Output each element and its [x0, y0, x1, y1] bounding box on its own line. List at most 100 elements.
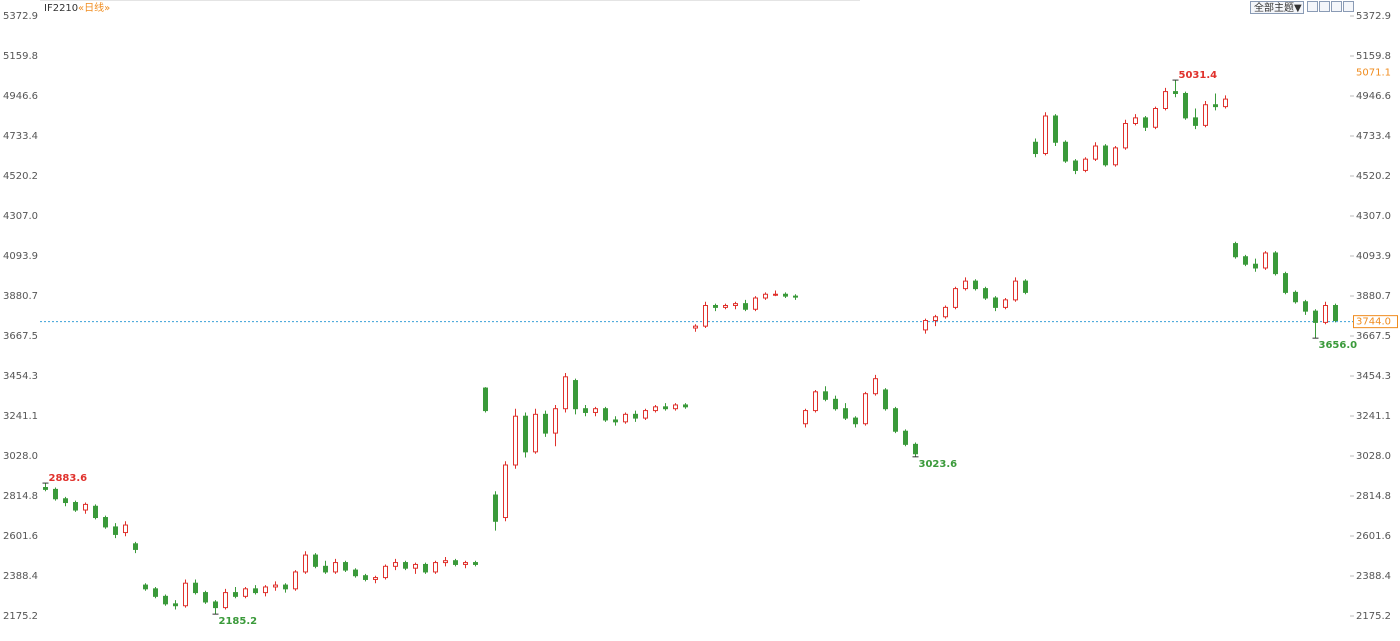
candle-body	[1063, 141, 1068, 162]
last-price-label: 3744.0	[1356, 317, 1391, 328]
candle-body	[363, 575, 368, 580]
candle-body	[1173, 91, 1178, 94]
candle-body	[983, 288, 988, 299]
candle-body	[1103, 145, 1108, 166]
y-tick-label: 3880.7	[3, 291, 38, 302]
candle-body	[623, 413, 628, 423]
tool-button[interactable]	[1307, 1, 1318, 12]
tool-button[interactable]	[1343, 1, 1354, 12]
candle-body	[583, 408, 588, 413]
candle-body	[93, 505, 98, 519]
y-tick-label-right: 2175.2	[1356, 611, 1391, 622]
candle-body	[73, 502, 78, 511]
y-tick-label: 2388.4	[3, 571, 38, 582]
candle-body	[723, 305, 728, 308]
candle-body	[153, 588, 158, 597]
candle-body	[133, 543, 138, 550]
candle-body	[1333, 305, 1338, 322]
y-tick-label: 2175.2	[3, 611, 38, 622]
y-tick-label-right: 4520.2	[1356, 171, 1391, 182]
theme-button-label: 全部主题▼	[1254, 1, 1302, 14]
candle-body	[733, 303, 738, 307]
candle-body	[693, 325, 698, 329]
candle-body	[523, 415, 528, 453]
candle-body	[1003, 299, 1008, 308]
candle-body	[703, 305, 708, 327]
candle-body	[443, 560, 448, 564]
candle-body	[223, 592, 228, 609]
candle-body	[923, 320, 928, 331]
candle-body	[383, 565, 388, 579]
candle-body	[373, 577, 378, 580]
candle-body	[763, 293, 768, 299]
candle-body	[243, 588, 248, 597]
candle-body	[1313, 310, 1318, 323]
candle-body	[713, 305, 718, 308]
extreme-label: 2185.2	[219, 616, 258, 627]
candle-body	[1153, 107, 1158, 128]
extreme-label: 2883.6	[49, 473, 88, 484]
y-tick-label-right: 4307.0	[1356, 211, 1391, 222]
theme-button[interactable]	[1250, 1, 1304, 14]
candle-body	[503, 464, 508, 519]
extreme-label: 3656.0	[1319, 340, 1358, 351]
candle-body	[813, 391, 818, 412]
y-tick-label: 4093.9	[3, 251, 38, 262]
candle-body	[203, 592, 208, 603]
candle-body	[823, 391, 828, 400]
y-tick-label: 3667.5	[3, 331, 38, 342]
y-tick-label-right: 2601.6	[1356, 531, 1391, 542]
candle-body	[63, 498, 68, 504]
y-tick-label-right: 3241.1	[1356, 411, 1391, 422]
candle-body	[603, 408, 608, 421]
candle-body	[1163, 91, 1168, 109]
candle-body	[663, 406, 668, 410]
y-tick-label-right: 3454.3	[1356, 371, 1391, 382]
y-tick-label: 3028.0	[3, 451, 38, 462]
candle-body	[893, 408, 898, 432]
candle-body	[963, 280, 968, 290]
candle-body	[333, 562, 338, 573]
candle-body	[563, 376, 568, 410]
candle-body	[803, 410, 808, 425]
candle-body	[103, 517, 108, 528]
candle-body	[1213, 104, 1218, 108]
candle-body	[783, 293, 788, 297]
candle-body	[613, 419, 618, 423]
ref-price-label: 5071.1	[1356, 68, 1391, 79]
y-tick-label: 5159.8	[3, 51, 38, 62]
candle-body	[1083, 158, 1088, 171]
y-tick-label-right: 3880.7	[1356, 291, 1391, 302]
candle-body	[883, 389, 888, 410]
candle-body	[653, 406, 658, 412]
toolbar: 全部主题▼	[1250, 1, 1354, 14]
candle-body	[1233, 243, 1238, 258]
candle-body	[853, 417, 858, 425]
candle-body	[303, 554, 308, 573]
tool-button[interactable]	[1331, 1, 1342, 12]
candle-body	[993, 297, 998, 308]
candle-body	[1273, 252, 1278, 275]
candle-body	[1243, 256, 1248, 265]
extreme-label: 5031.4	[1179, 70, 1218, 81]
tool-button[interactable]	[1319, 1, 1330, 12]
y-tick-label: 4307.0	[3, 211, 38, 222]
candle-body	[973, 280, 978, 290]
candle-body	[1023, 280, 1028, 293]
candle-body	[903, 430, 908, 445]
candle-body	[743, 303, 748, 310]
candle-body	[213, 601, 218, 609]
candle-body	[1073, 160, 1078, 171]
candle-body	[193, 582, 198, 594]
candle-body	[483, 387, 488, 412]
candle-body	[473, 562, 478, 565]
candle-body	[293, 571, 298, 590]
y-tick-label-right: 4093.9	[1356, 251, 1391, 262]
y-tick-label-right: 3667.5	[1356, 331, 1391, 342]
candle-body	[1193, 117, 1198, 126]
candle-body	[493, 494, 498, 522]
candle-body	[1283, 273, 1288, 293]
y-tick-label-right: 5372.9	[1356, 11, 1391, 22]
candle-body	[263, 586, 268, 594]
